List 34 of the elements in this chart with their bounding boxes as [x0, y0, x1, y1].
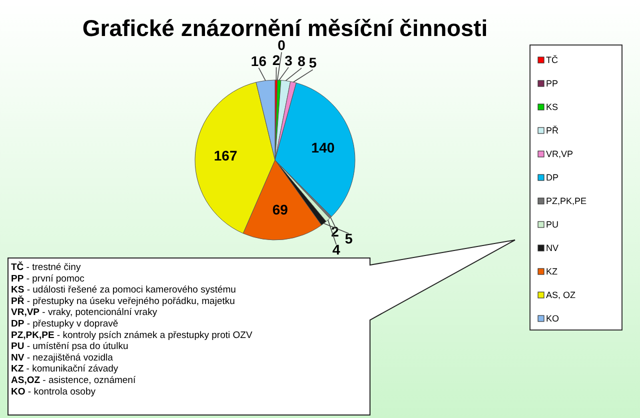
text: KS - události řešené za pomoci kamerového systému: [11, 284, 236, 296]
text: KO - kontrola osoby: [11, 386, 96, 398]
data-label: 3: [284, 52, 293, 68]
data-label: 69: [272, 201, 288, 218]
legend-label: PZ,PK,PE: [546, 196, 587, 206]
text: VR,VP - vraky, potencionální vraky: [11, 307, 158, 318]
text: KZ - komunikační závady: [11, 364, 118, 375]
legend-label: PU: [546, 220, 559, 230]
text: PP - první pomoc: [11, 273, 85, 284]
text: PU - umístění psa do útulku: [11, 341, 128, 352]
text: PŘ - přestupky na úseku veřejného pořádku, majetku: [11, 294, 235, 307]
data-label: 167: [214, 148, 238, 164]
legend-label: PP: [546, 78, 558, 88]
legend-label: KZ: [546, 266, 558, 276]
legend-label: TČ: [546, 55, 558, 65]
data-label: 2: [272, 52, 280, 68]
legend-label: NV: [546, 243, 559, 253]
data-label: 140: [311, 139, 335, 156]
legend-label: VR,VP: [546, 149, 574, 159]
legend-label: KO: [546, 314, 560, 324]
text: AS,OZ - asistence, oznámení: [11, 375, 136, 386]
data-label: 4: [332, 242, 340, 258]
legend-label: DP: [546, 172, 559, 182]
text: PZ,PK,PE - kontroly psích známek a přestupky proti OZV: [11, 330, 253, 341]
data-label: 8: [298, 53, 306, 70]
legend-label: PŘ: [546, 126, 560, 136]
data-label: 5: [308, 54, 317, 71]
data-label: 16: [250, 52, 267, 69]
text: NV - nezajištěná vozidla: [11, 352, 114, 364]
data-label: 5: [344, 230, 353, 246]
text: TČ - trestné činy: [11, 261, 81, 273]
legend-label: KS: [546, 102, 558, 112]
text: DP - přestupky v dopravě: [11, 318, 118, 330]
legend-label: AS, OZ: [546, 290, 576, 300]
